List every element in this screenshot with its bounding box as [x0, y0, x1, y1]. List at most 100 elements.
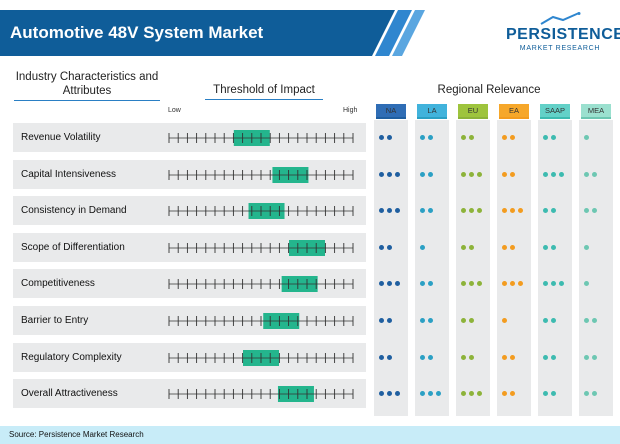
impact-scale [168, 239, 354, 256]
relevance-dot [428, 281, 433, 287]
relevance-dot [543, 208, 548, 214]
relevance-dot [461, 354, 466, 360]
relevance-dots-eu [461, 354, 474, 361]
relevance-dots-la [420, 281, 433, 287]
relevance-dots-saap [543, 391, 556, 397]
relevance-dots-la [420, 244, 425, 251]
relevance-dots-la [420, 391, 441, 397]
row-label: Scope of Differentiation [21, 241, 125, 253]
relevance-dot [469, 281, 474, 287]
region-tab-na: NA [376, 104, 406, 119]
relevance-dot [461, 208, 466, 214]
relevance-dot [379, 135, 384, 140]
relevance-dot [461, 244, 466, 250]
regional-column-header: Regional Relevance [437, 84, 541, 96]
relevance-dots-mea [584, 208, 597, 214]
relevance-dot [551, 391, 556, 397]
relevance-dots-ea [502, 281, 523, 287]
relevance-dot [469, 391, 474, 397]
impact-scale [168, 130, 354, 146]
scale-high-label: High [343, 107, 358, 114]
relevance-dot [559, 281, 564, 287]
relevance-dot [469, 171, 474, 177]
relevance-dot [502, 208, 507, 214]
relevance-dot [387, 318, 392, 323]
relevance-dot [543, 135, 548, 140]
relevance-dot [477, 208, 482, 214]
relevance-dot [379, 244, 384, 250]
relevance-dots-saap [543, 244, 556, 251]
relevance-dot [543, 391, 548, 397]
relevance-dots-eu [461, 208, 482, 214]
relevance-dot [477, 281, 482, 287]
relevance-dots-eu [461, 135, 474, 141]
relevance-dots-eu [461, 171, 482, 178]
industry-column-header: Industry Characteristics and Attributes [14, 70, 160, 101]
relevance-dot [428, 171, 433, 177]
relevance-dots-ea [502, 135, 515, 141]
relevance-dots-eu [461, 244, 474, 251]
relevance-dots-eu [461, 281, 482, 287]
relevance-dots-na [379, 354, 392, 361]
relevance-dot [584, 135, 589, 140]
row-label: Regulatory Complexity [21, 351, 122, 363]
relevance-dot [379, 391, 384, 397]
relevance-dot [510, 135, 515, 140]
relevance-dot [592, 354, 597, 360]
logo-sub-text: MARKET RESEARCH [519, 45, 601, 52]
relevance-dot [420, 135, 425, 140]
relevance-dot [469, 208, 474, 214]
relevance-dot [510, 281, 515, 287]
relevance-dot [379, 354, 384, 360]
relevance-dot [518, 281, 523, 287]
impact-scale [168, 313, 354, 329]
relevance-dot [543, 281, 548, 287]
relevance-dots-ea [502, 171, 515, 178]
region-column-na [374, 120, 408, 416]
relevance-dot [510, 244, 515, 250]
relevance-dot [395, 391, 400, 397]
page-title: Automotive 48V System Market [10, 23, 264, 42]
relevance-dots-na [379, 171, 400, 178]
relevance-dot [387, 391, 392, 397]
relevance-dots-na [379, 208, 400, 214]
relevance-dot [551, 208, 556, 214]
header-banner [0, 10, 620, 56]
relevance-dots-mea [584, 318, 597, 324]
relevance-dot [379, 171, 384, 177]
region-tab-eu: EU [458, 104, 488, 119]
source-note: Source: Persistence Market Research [9, 430, 144, 439]
relevance-dot [428, 318, 433, 323]
relevance-dot [592, 171, 597, 177]
footer-bar: Source: Persistence Market Research [0, 426, 620, 444]
relevance-dots-ea [502, 354, 515, 361]
relevance-dots-ea [502, 244, 515, 251]
relevance-dot [420, 208, 425, 214]
relevance-dot [559, 171, 564, 177]
relevance-dot [592, 208, 597, 214]
relevance-dot [502, 318, 507, 323]
relevance-dots-eu [461, 318, 474, 324]
relevance-dot [502, 135, 507, 140]
impact-scale [168, 349, 354, 366]
relevance-dots-ea [502, 208, 523, 214]
relevance-dot [543, 244, 548, 250]
relevance-dot [428, 208, 433, 214]
relevance-dots-ea [502, 318, 507, 324]
relevance-dot [592, 318, 597, 323]
relevance-dots-saap [543, 208, 556, 214]
impact-scale [168, 276, 354, 293]
relevance-dot [420, 391, 425, 397]
relevance-dot [584, 281, 589, 287]
relevance-dot [420, 318, 425, 323]
relevance-dot [477, 171, 482, 177]
relevance-dot [379, 318, 384, 323]
relevance-dot [518, 208, 523, 214]
relevance-dot [469, 244, 474, 250]
relevance-dot [461, 135, 466, 140]
logo-main-text: PERSISTENCE [506, 26, 620, 43]
region-column-mea [579, 120, 613, 416]
relevance-dot [469, 354, 474, 360]
relevance-dot [551, 318, 556, 323]
relevance-dots-na [379, 391, 400, 397]
